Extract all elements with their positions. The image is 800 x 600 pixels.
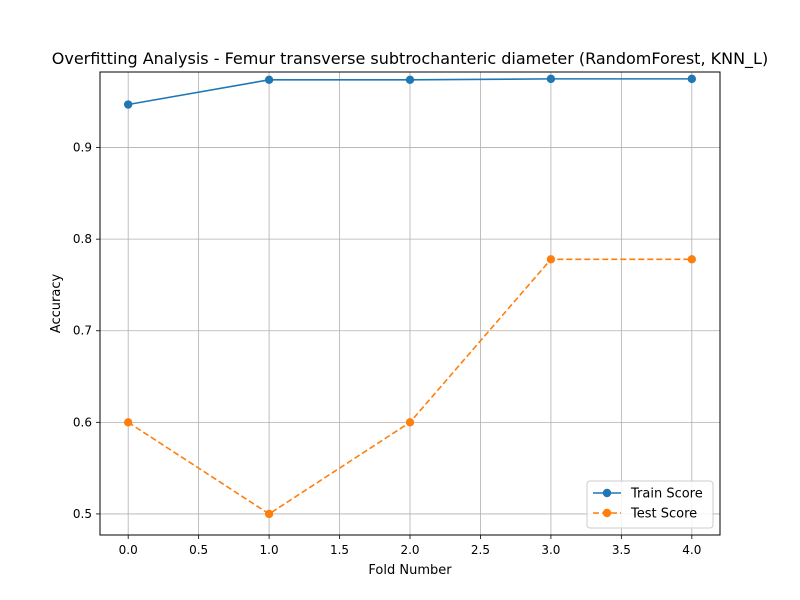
- data-point: [123, 100, 133, 109]
- x-axis-label: Fold Number: [368, 563, 452, 578]
- y-tick-label: 0.9: [73, 141, 92, 155]
- y-tick-label: 0.6: [73, 415, 92, 429]
- legend: Train Score Test Score: [586, 480, 714, 529]
- x-tick-label: 3.0: [541, 543, 560, 557]
- data-point: [123, 418, 133, 427]
- data-point: [687, 255, 697, 264]
- data-point: [405, 75, 415, 84]
- data-point: [405, 418, 415, 427]
- data-point: [546, 255, 556, 264]
- chart-title: Overfitting Analysis - Femur transverse …: [52, 49, 768, 69]
- x-tick-label: 3.5: [612, 543, 631, 557]
- x-tick-label: 0.5: [189, 543, 208, 557]
- legend-marker: [602, 488, 612, 498]
- series-layer: [123, 74, 697, 519]
- x-tick-label: 1.0: [260, 543, 279, 557]
- data-point: [264, 75, 274, 84]
- y-tick-label: 0.8: [73, 232, 92, 246]
- x-tick-label: 0.0: [119, 543, 138, 557]
- data-point: [546, 74, 556, 84]
- legend-label: Test Score: [630, 507, 697, 522]
- y-axis-label: Accuracy: [49, 274, 64, 334]
- y-tick-label: 0.5: [73, 507, 92, 521]
- axis-ticks: 0.0 0.5 1.0 1.5 2.0 2.5 3.0 3.5 4.0 0.5 0.6 0.7 0.8 0…: [73, 141, 701, 557]
- x-tick-label: 1.5: [330, 543, 349, 557]
- data-point: [687, 74, 697, 84]
- x-tick-label: 4.0: [682, 543, 701, 557]
- x-tick-label: 2.5: [471, 543, 490, 557]
- y-tick-label: 0.7: [73, 324, 92, 338]
- series-2: [123, 255, 697, 519]
- x-tick-label: 2.0: [400, 543, 419, 557]
- legend-marker: [602, 508, 612, 518]
- series-1: [123, 74, 697, 109]
- data-point: [264, 509, 274, 519]
- legend-label: Train Score: [630, 487, 703, 502]
